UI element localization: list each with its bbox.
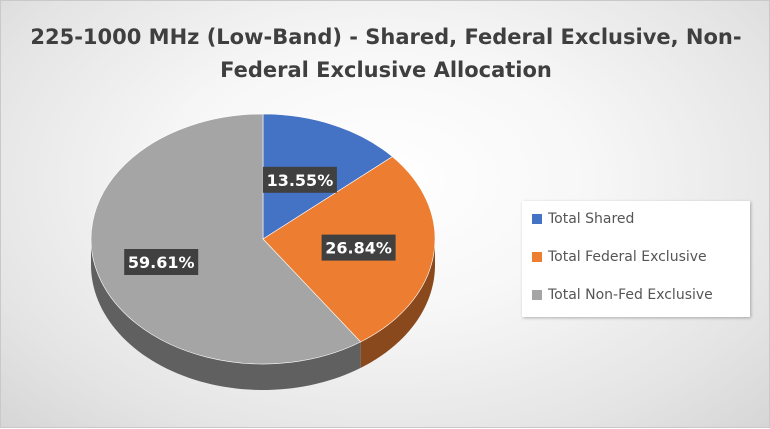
data-labels: 13.55% 26.84% 59.61% [124,166,396,275]
data-label-box-2 [124,249,199,275]
legend-label-non-fed-exclusive: Total Non-Fed Exclusive [548,287,713,303]
data-label-text-2: 59.61% [128,253,195,272]
data-label-text-0: 13.55% [267,171,334,190]
data-label-text-1: 26.84% [325,239,392,258]
legend-swatch-shared [532,214,542,224]
legend-label-shared: Total Shared [548,211,635,227]
legend-item-non-fed-exclusive: Total Non-Fed Exclusive [532,285,713,305]
slice-2 [90,113,362,365]
data-label-2: 59.61% [124,249,199,275]
data-label-1: 26.84% [321,234,396,261]
legend-swatch-federal-exclusive [532,252,542,262]
data-label-box-0 [262,166,337,193]
slice-side-1 [360,239,435,368]
data-label-box-1 [321,234,396,261]
slice-side-2 [91,239,361,390]
legend-item-shared: Total Shared [532,209,634,229]
pie-depth [91,239,435,390]
legend: Total Shared Total Federal Exclusive Tot… [522,201,750,317]
legend-label-federal-exclusive: Total Federal Exclusive [548,249,707,265]
legend-item-federal-exclusive: Total Federal Exclusive [532,247,707,267]
data-label-0: 13.55% [262,166,337,193]
chart-title: 225-1000 MHz (Low-Band) - Shared, Federa… [30,25,742,82]
legend-swatch-non-fed-exclusive [532,290,542,300]
